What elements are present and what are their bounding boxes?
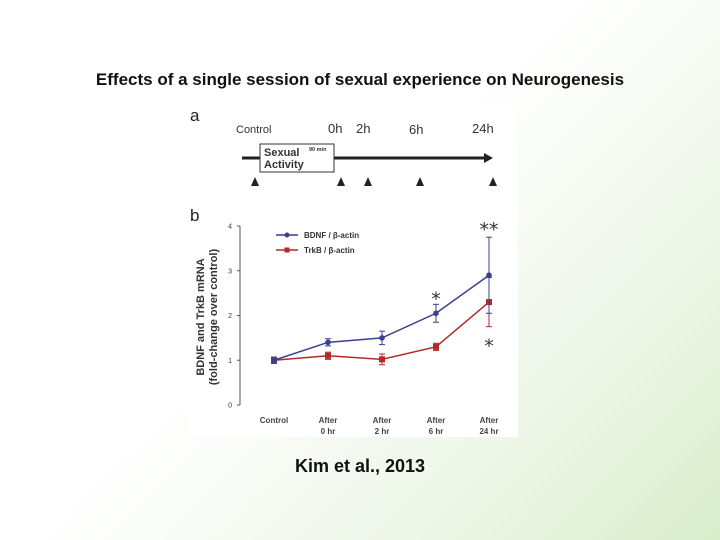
timepoint-marker-2h — [364, 177, 372, 186]
y-tick-label-3: 3 — [228, 268, 232, 275]
timepoint-marker-6h — [416, 177, 424, 186]
sexual-activity-duration: 90 min — [309, 147, 327, 153]
significance-marker-0: ** — [480, 219, 499, 241]
y-tick-label-2: 2 — [228, 313, 232, 320]
x-category-sublabel-2: 2 hr — [375, 427, 390, 436]
y-axis-label-line1: BDNF and TrkB mRNA — [195, 258, 207, 375]
timeline-label-24h: 24h — [472, 121, 494, 136]
point-trkb-3 — [433, 343, 439, 350]
plot-area: 0 1 2 3 4 Control After 0 hr After 2 hr After 6 hr A… — [228, 219, 498, 436]
point-bdnf-0 — [271, 357, 277, 364]
legend-trkb-marker — [284, 247, 290, 253]
timeline-control-label: Control — [236, 124, 271, 136]
point-bdnf-3 — [433, 310, 439, 317]
figure-svg: a Control 0h 2h 6h 24h Sexual Activity 9… — [190, 106, 499, 436]
x-category-label-2: After — [373, 416, 392, 425]
legend-trkb-label: TrkB / β-actin — [304, 246, 355, 255]
y-axis-label-line2: (fold-change over control) — [208, 249, 220, 386]
timepoint-marker-0h — [337, 177, 345, 186]
sexual-activity-box — [259, 143, 335, 173]
timeline-arrowhead — [484, 153, 493, 163]
panel-a-label: a — [190, 106, 200, 125]
y-tick-label-1: 1 — [228, 358, 232, 365]
x-category-sublabel-1: 0 hr — [321, 427, 336, 436]
timeline-label-2h: 2h — [356, 121, 370, 136]
x-category-label-0: Control — [260, 416, 288, 425]
x-category-label-1: After — [319, 416, 338, 425]
panel-b-label: b — [190, 206, 199, 225]
point-trkb-1 — [325, 352, 331, 359]
timepoint-marker-24h — [489, 177, 497, 186]
point-bdnf-1 — [325, 339, 331, 346]
x-category-label-3: After — [427, 416, 446, 425]
x-category-label-4: After — [480, 416, 499, 425]
y-tick-label-4: 4 — [228, 224, 232, 231]
series-bdnf-line — [273, 274, 490, 361]
sexual-activity-line2: Activity — [264, 159, 305, 171]
x-category-sublabel-3: 6 hr — [429, 427, 444, 436]
legend-bdnf-label: BDNF / β-actin — [304, 231, 359, 240]
citation: Kim et al., 2013 — [294, 456, 426, 476]
timeline-label-6h: 6h — [409, 122, 423, 137]
point-trkb-2 — [379, 356, 385, 363]
x-category-sublabel-4: 24 hr — [479, 427, 498, 436]
point-bdnf-4 — [486, 272, 492, 279]
sexual-activity-line1: Sexual — [264, 147, 299, 159]
significance-marker-2: * — [484, 335, 494, 357]
point-bdnf-2 — [379, 335, 385, 341]
legend-bdnf-marker — [284, 232, 290, 238]
y-tick-label-0: 0 — [228, 403, 232, 410]
figure: a Control 0h 2h 6h 24h Sexual Activity 9… — [188, 105, 518, 437]
timeline-label-0h: 0h — [328, 121, 342, 136]
slide-title: Effects of a single session of sexual ex… — [95, 70, 625, 89]
significance-marker-1: * — [431, 288, 441, 310]
timepoint-marker-control — [251, 177, 259, 186]
